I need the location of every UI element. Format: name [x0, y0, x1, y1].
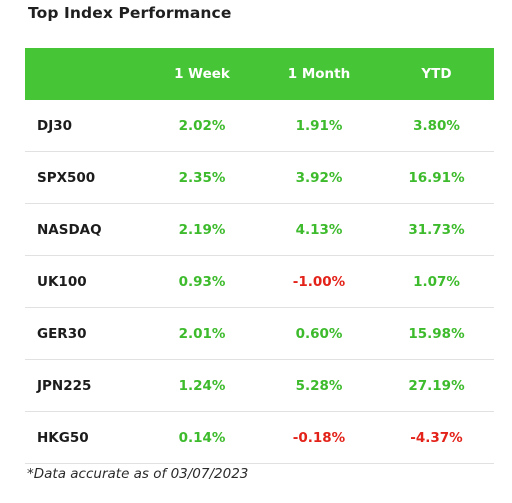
week-change: 1.24% [178, 377, 226, 394]
week-change: 2.01% [178, 325, 226, 342]
table-row: GER30 2.01% 0.60% 15.98% [25, 308, 494, 360]
index-name: DJ30 [37, 117, 73, 134]
header-ytd: YTD [421, 66, 452, 82]
month-change: 5.28% [295, 377, 343, 394]
ytd-change: 15.98% [408, 325, 465, 342]
ytd-change: 1.07% [413, 273, 460, 290]
ytd-change: -4.37% [410, 429, 463, 446]
table-row: NASDAQ 2.19% 4.13% 31.73% [25, 204, 494, 256]
ytd-change: 3.80% [413, 117, 460, 134]
table-row: DJ30 2.02% 1.91% 3.80% [25, 100, 494, 152]
week-change: 2.02% [178, 117, 226, 134]
index-name: GER30 [37, 325, 87, 342]
table-row: UK100 0.93% -1.00% 1.07% [25, 256, 494, 308]
header-1-month: 1 Month [287, 66, 351, 82]
month-change: -0.18% [292, 429, 346, 446]
week-change: 0.93% [178, 273, 226, 290]
index-name: HKG50 [37, 429, 89, 446]
table-row: JPN225 1.24% 5.28% 27.19% [25, 360, 494, 412]
index-name: SPX500 [37, 169, 96, 186]
page-title: Top Index Performance [28, 4, 232, 22]
index-name: JPN225 [37, 377, 92, 394]
month-change: 0.60% [295, 325, 343, 342]
week-change: 0.14% [178, 429, 226, 446]
month-change: 3.92% [295, 169, 343, 186]
index-name: UK100 [37, 273, 87, 290]
month-change: 4.13% [295, 221, 343, 238]
ytd-change: 16.91% [408, 169, 465, 186]
ytd-change: 27.19% [408, 377, 465, 394]
ytd-change: 31.73% [408, 221, 465, 238]
week-change: 2.35% [178, 169, 226, 186]
index-name: NASDAQ [37, 221, 102, 238]
header-1-week: 1 Week [174, 66, 230, 82]
table-header: 1 Week 1 Month YTD [25, 48, 494, 100]
data-disclaimer: *Data accurate as of 03/07/2023 [27, 466, 249, 482]
month-change: 1.91% [295, 117, 343, 134]
week-change: 2.19% [178, 221, 226, 238]
table-row: SPX500 2.35% 3.92% 16.91% [25, 152, 494, 204]
month-change: -1.00% [292, 273, 346, 290]
index-performance-table: 1 Week 1 Month YTD DJ30 2.02% 1.91% 3.80… [25, 48, 494, 464]
table-row: HKG50 0.14% -0.18% -4.37% [25, 412, 494, 464]
